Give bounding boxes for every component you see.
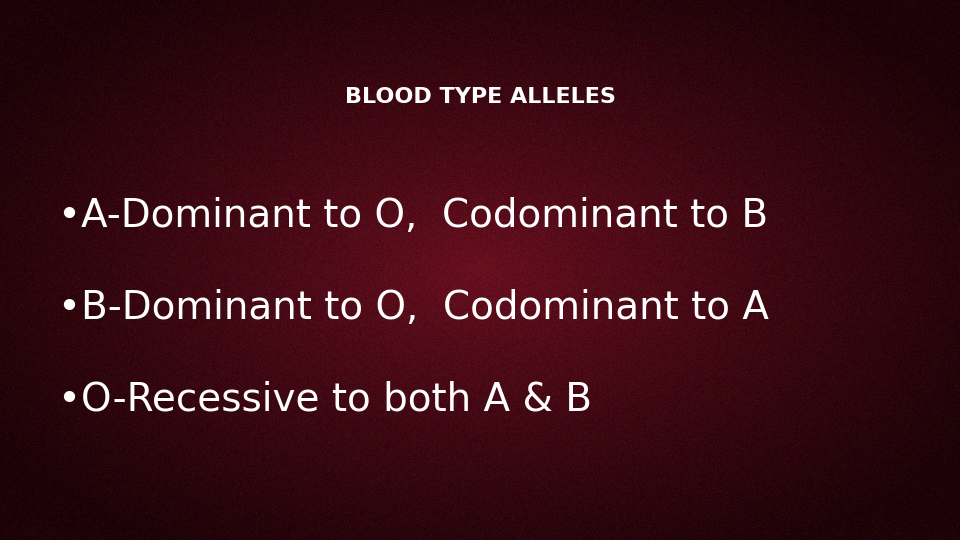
Text: •O-Recessive to both A & B: •O-Recessive to both A & B (58, 381, 591, 418)
Text: •B-Dominant to O,  Codominant to A: •B-Dominant to O, Codominant to A (58, 289, 769, 327)
Text: BLOOD TYPE ALLELES: BLOOD TYPE ALLELES (345, 87, 615, 107)
Text: •A-Dominant to O,  Codominant to B: •A-Dominant to O, Codominant to B (58, 197, 768, 235)
